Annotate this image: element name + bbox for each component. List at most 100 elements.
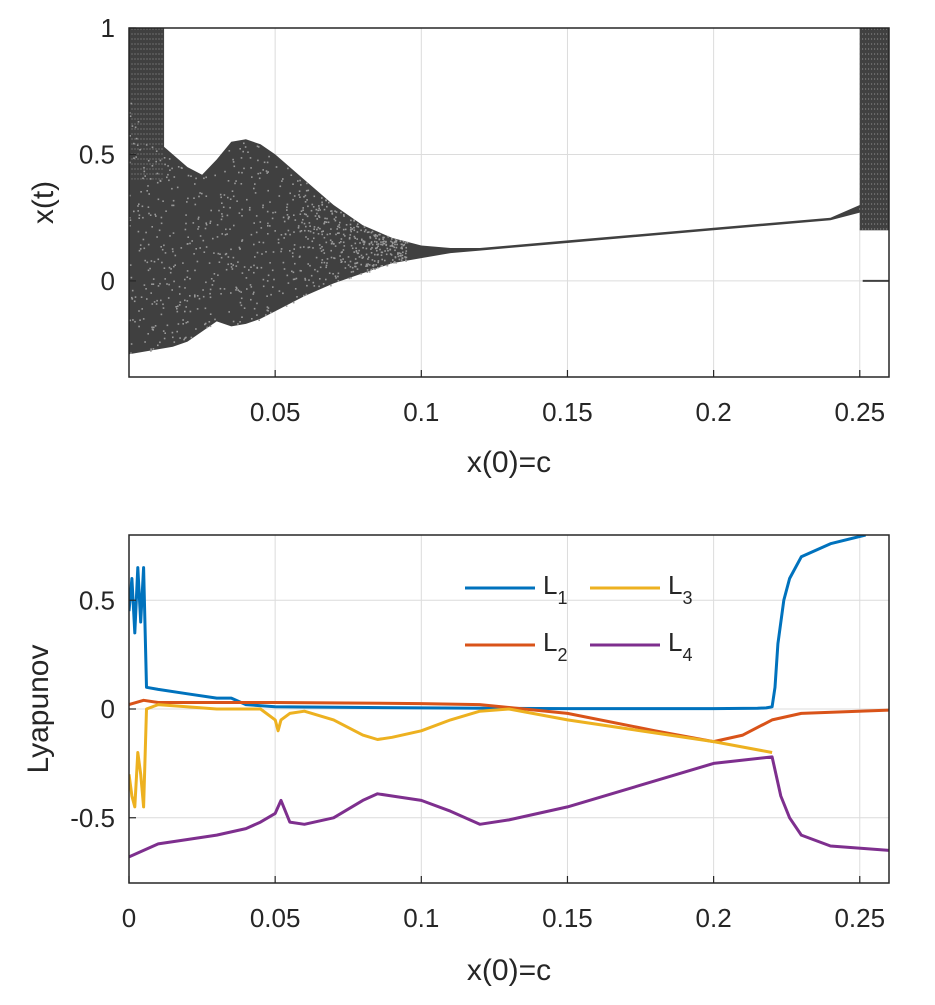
dense-band [859,28,889,231]
orbit-point [293,248,295,250]
orbit-point [304,279,307,281]
orbit-point [373,234,375,237]
orbit-point [186,201,188,203]
orbit-point [167,297,170,299]
orbit-point [265,170,268,172]
x-tick-label: 0.05 [250,903,301,933]
orbit-point [240,297,243,300]
orbit-point [400,243,403,246]
top-panel: 0.05 0.1 0.15 0.2 0.25 00.51 x(0)=c x(t) [27,13,890,479]
orbit-point [135,156,137,158]
top-y-ticks: 00.51 [79,13,136,296]
orbit-point [265,251,267,253]
bottom-x-ticks: 0 0.05 0.1 0.15 0.2 0.25 [122,876,885,933]
orbit-point [228,150,231,152]
orbit-point [278,290,281,292]
orbit-point [304,201,307,203]
orbit-point [350,230,352,233]
orbit-point [377,267,379,269]
orbit-point [300,270,302,272]
orbit-point [315,208,318,211]
orbit-point [348,277,351,280]
orbit-point [386,247,389,250]
orbit-point [398,258,401,261]
orbit-point [139,149,141,151]
orbit-point [240,291,242,293]
orbit-point [231,268,234,270]
orbit-point [326,205,328,208]
orbit-point [326,217,328,220]
orbit-point [143,284,146,286]
orbit-point [172,232,175,234]
orbit-point [199,192,201,194]
orbit-point [402,240,405,243]
orbit-point [340,259,342,261]
orbit-point [219,193,222,196]
orbit-point [351,228,354,230]
orbit-point [171,204,173,207]
orbit-point [177,166,180,168]
orbit-point [232,264,234,266]
orbit-point [361,239,363,241]
orbit-point [312,206,315,208]
orbit-point [286,209,288,211]
orbit-point [269,201,271,203]
orbit-point [307,238,309,240]
orbit-point [229,206,231,209]
orbit-point [368,271,371,273]
orbit-point [172,250,174,253]
orbit-point [376,235,378,237]
orbit-point [269,262,271,264]
orbit-point [271,217,274,220]
orbit-point [258,241,261,243]
orbit-point [368,242,371,245]
orbit-point [308,222,311,224]
orbit-point [138,325,140,328]
orbit-point [311,240,314,243]
orbit-point [142,318,145,320]
y-tick-label: 1 [101,13,115,43]
orbit-point [182,319,184,321]
orbit-point [183,338,185,341]
orbit-point [370,241,373,243]
orbit-point [282,178,284,180]
orbit-point [319,247,322,250]
orbit-point [349,229,352,231]
orbit-point [221,233,223,235]
orbit-point [220,256,223,259]
orbit-point [401,246,403,248]
orbit-point [337,272,340,275]
orbit-point [213,273,216,275]
orbit-point [131,296,133,299]
orbit-point [205,246,208,248]
orbit-point [242,150,244,153]
orbit-point [225,268,228,271]
orbit-point [256,314,258,316]
orbit-point [338,232,340,234]
orbit-point [171,248,174,250]
orbit-point [323,208,326,211]
orbit-point [383,242,386,245]
orbit-point [318,244,321,246]
orbit-point [397,255,400,258]
legend: L1 L3 L2 L4 [465,570,692,665]
orbit-point [395,246,398,249]
orbit-point [405,250,408,252]
orbit-point [234,182,236,185]
orbit-point [401,257,404,259]
orbit-point [266,161,269,164]
orbit-point [304,229,306,232]
orbit-point [283,237,285,239]
orbit-point [193,253,195,255]
orbit-point [364,229,367,231]
orbit-point [356,225,358,228]
orbit-point [300,230,303,232]
orbit-point [342,258,344,260]
orbit-point [232,158,234,161]
orbit-point [374,240,376,243]
series-line-l3 [129,703,773,809]
orbit-point [254,183,256,185]
orbit-point [325,278,327,281]
orbit-point [254,192,257,194]
orbit-point [135,137,138,140]
